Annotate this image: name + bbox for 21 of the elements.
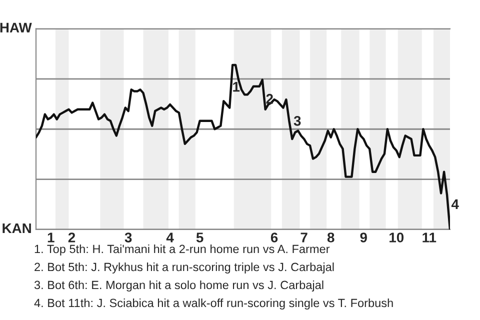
x-tick-label: 9 (360, 232, 367, 242)
annotation: 2 (266, 94, 273, 104)
x-tick-label: 5 (196, 232, 204, 242)
x-tick-label: 6 (270, 232, 278, 242)
x-tick-label: 4 (166, 232, 174, 242)
x-tick-label: 7 (300, 232, 308, 242)
text: 4. Bot 11th: J. Sciabica hit a walk-off run-scoring single vs T. Forbush (34, 298, 393, 310)
x-tick-label: 10 (390, 232, 404, 242)
x-tick-label: 11 (422, 232, 436, 242)
annotation: 3 (294, 116, 301, 126)
text: KAN (2, 223, 31, 234)
text: HAW (0, 22, 32, 32)
annotation: 1 (233, 82, 240, 92)
text: 1. Top 5th: H. Tai'mani hit a 2-run home run vs A. Farmer (34, 244, 330, 256)
x-tick-label: 8 (327, 232, 334, 242)
text: 2. Bot 5th: J. Rykhus hit a run-scoring triple vs J. Carbajal (34, 262, 334, 274)
text: 4 (451, 199, 459, 209)
text: 3. Bot 6th: E. Morgan hit a solo home run vs J. Carbajal (34, 280, 324, 292)
x-tick-label: 3 (124, 232, 132, 242)
x-tick-label: 2 (68, 232, 76, 242)
x-tick-label: 1 (48, 232, 54, 242)
